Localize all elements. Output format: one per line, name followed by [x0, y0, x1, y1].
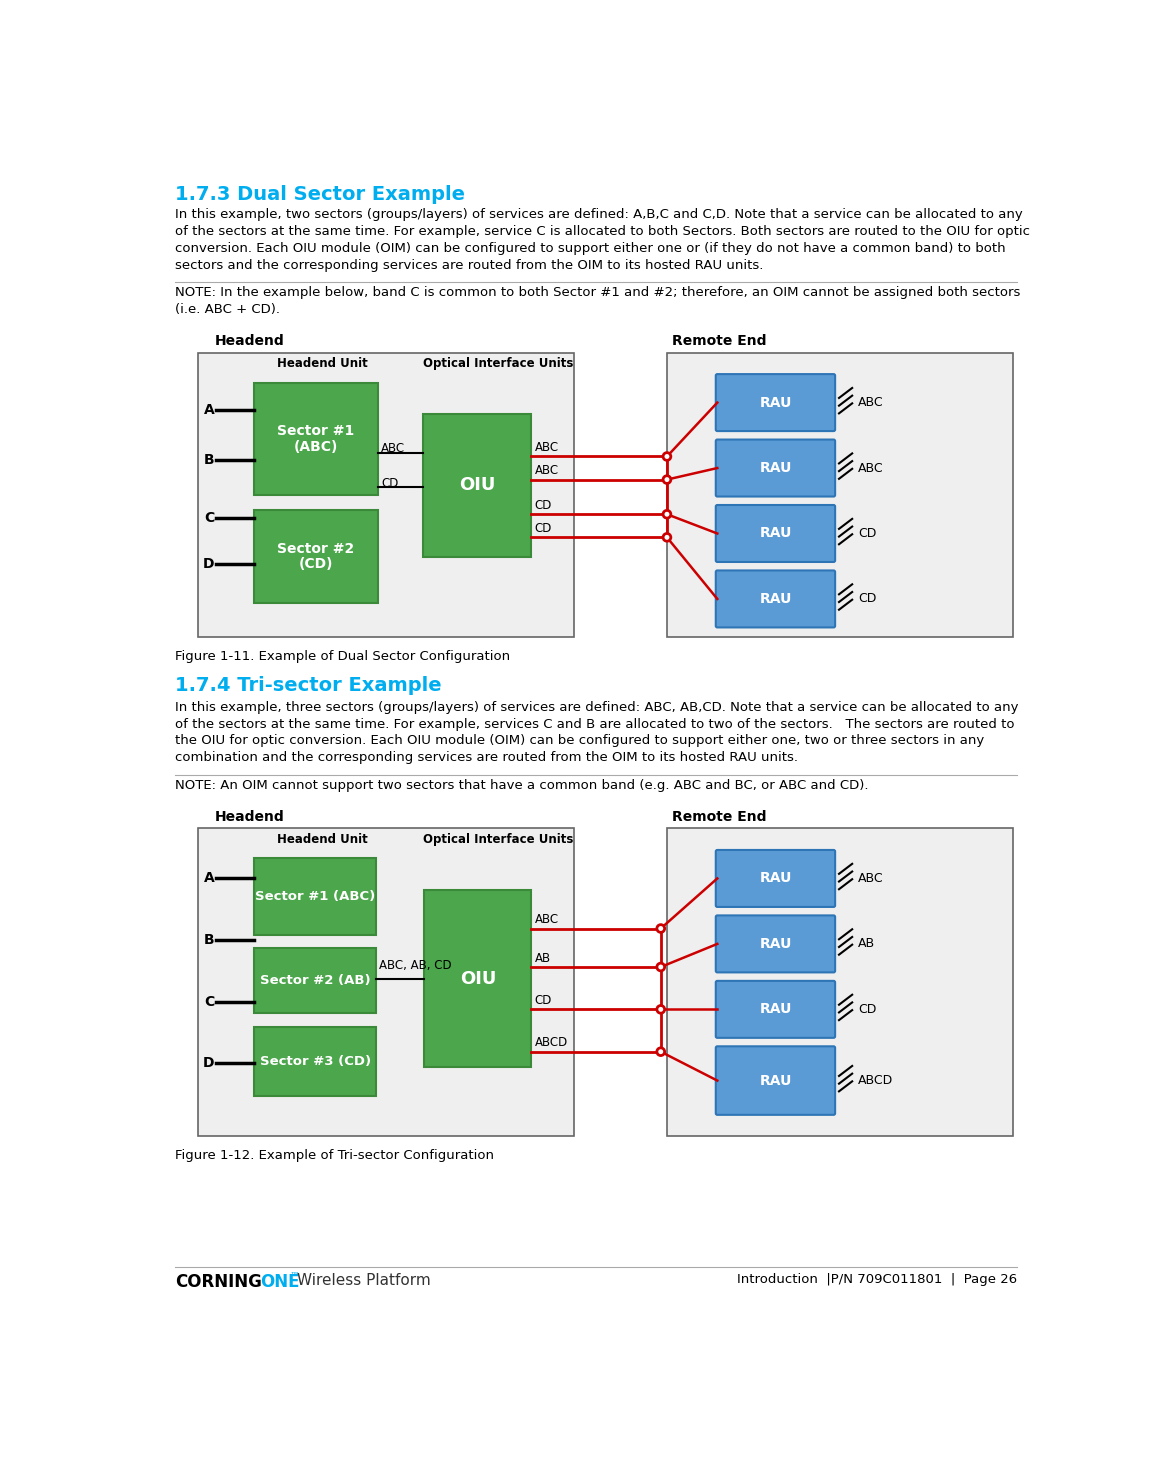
Text: RAU: RAU — [759, 1003, 792, 1016]
Text: CD: CD — [535, 522, 551, 535]
Text: Headend Unit: Headend Unit — [277, 833, 368, 846]
Text: Optical Interface Units: Optical Interface Units — [423, 833, 573, 846]
Text: RAU: RAU — [759, 396, 792, 409]
Text: Introduction  |P/N 709C011801  |  Page 26: Introduction |P/N 709C011801 | Page 26 — [737, 1273, 1018, 1287]
FancyBboxPatch shape — [715, 440, 835, 497]
Text: CD: CD — [535, 994, 551, 1007]
Text: OIU: OIU — [459, 477, 495, 494]
Text: Sector #2: Sector #2 — [277, 542, 355, 556]
FancyBboxPatch shape — [715, 374, 835, 431]
Text: OIU: OIU — [459, 969, 497, 987]
Text: combination and the corresponding services are routed from the OIM to its hosted: combination and the corresponding servic… — [174, 751, 798, 765]
Circle shape — [657, 963, 664, 971]
Text: NOTE: An OIM cannot support two sectors that have a common band (e.g. ABC and BC: NOTE: An OIM cannot support two sectors … — [174, 779, 869, 792]
Bar — [254, 1028, 377, 1096]
Text: Sector #1 (ABC): Sector #1 (ABC) — [255, 890, 376, 902]
Text: RAU: RAU — [759, 461, 792, 475]
FancyBboxPatch shape — [715, 981, 835, 1038]
Text: of the sectors at the same time. For example, service C is allocated to both Sec: of the sectors at the same time. For exa… — [174, 225, 1029, 238]
Text: RAU: RAU — [759, 592, 792, 605]
Bar — [254, 858, 377, 934]
FancyBboxPatch shape — [715, 1047, 835, 1116]
Text: RAU: RAU — [759, 1073, 792, 1088]
Text: AB: AB — [535, 952, 550, 965]
Text: B: B — [204, 933, 214, 947]
Text: In this example, three sectors (groups/layers) of services are defined: ABC, AB,: In this example, three sectors (groups/l… — [174, 700, 1019, 713]
Text: of the sectors at the same time. For example, services C and B are allocated to : of the sectors at the same time. For exa… — [174, 718, 1014, 731]
Text: RAU: RAU — [759, 526, 792, 541]
Text: RAU: RAU — [759, 871, 792, 886]
Text: ABC: ABC — [381, 442, 405, 455]
Text: ABC: ABC — [858, 396, 884, 409]
Text: NOTE: In the example below, band C is common to both Sector #1 and #2; therefore: NOTE: In the example below, band C is co… — [174, 287, 1020, 300]
Text: CD: CD — [858, 592, 877, 605]
Text: (ABC): (ABC) — [294, 440, 338, 453]
Text: ABC: ABC — [535, 465, 558, 477]
FancyBboxPatch shape — [715, 915, 835, 972]
Text: Figure 1-11. Example of Dual Sector Configuration: Figure 1-11. Example of Dual Sector Conf… — [174, 649, 509, 662]
Text: Optical Interface Units: Optical Interface Units — [423, 357, 573, 370]
Text: sectors and the corresponding services are routed from the OIM to its hosted RAU: sectors and the corresponding services a… — [174, 259, 763, 272]
Text: conversion. Each OIU module (OIM) can be configured to support either one or (if: conversion. Each OIU module (OIM) can be… — [174, 241, 1006, 254]
Text: In this example, two sectors (groups/layers) of services are defined: A,B,C and : In this example, two sectors (groups/lay… — [174, 208, 1022, 221]
Text: ™: ™ — [290, 1270, 299, 1281]
Text: Figure 1-12. Example of Tri-sector Configuration: Figure 1-12. Example of Tri-sector Confi… — [174, 1149, 494, 1162]
Text: Remote End: Remote End — [672, 333, 766, 348]
Text: Headend Unit: Headend Unit — [277, 357, 368, 370]
Text: CD: CD — [858, 526, 877, 539]
Bar — [254, 947, 377, 1013]
Bar — [254, 383, 378, 496]
Circle shape — [657, 924, 664, 933]
Circle shape — [663, 534, 671, 541]
Text: Sector #1: Sector #1 — [277, 424, 355, 439]
Text: (CD): (CD) — [299, 557, 333, 572]
Circle shape — [663, 453, 671, 461]
Circle shape — [657, 1006, 664, 1013]
Text: ABC: ABC — [858, 462, 884, 475]
Text: Sector #2 (AB): Sector #2 (AB) — [259, 974, 370, 987]
Text: ABC: ABC — [535, 442, 558, 455]
Text: 1.7.3 Dual Sector Example: 1.7.3 Dual Sector Example — [174, 184, 465, 203]
Bar — [666, 829, 1013, 1136]
Text: Wireless Platform: Wireless Platform — [298, 1273, 431, 1288]
Text: CD: CD — [535, 499, 551, 512]
Bar — [198, 352, 575, 637]
Text: RAU: RAU — [759, 937, 792, 950]
Text: Remote End: Remote End — [672, 810, 766, 825]
Text: C: C — [204, 512, 214, 525]
Text: the OIU for optic conversion. Each OIU module (OIM) can be configured to support: the OIU for optic conversion. Each OIU m… — [174, 734, 984, 747]
Text: CD: CD — [858, 1003, 877, 1016]
Text: ABCD: ABCD — [535, 1037, 568, 1050]
Text: ABC, AB, CD: ABC, AB, CD — [379, 959, 452, 972]
Circle shape — [663, 510, 671, 518]
FancyBboxPatch shape — [715, 849, 835, 906]
Text: Headend: Headend — [215, 333, 285, 348]
Text: (i.e. ABC + CD).: (i.e. ABC + CD). — [174, 303, 280, 316]
Circle shape — [663, 475, 671, 484]
Text: Sector #3 (CD): Sector #3 (CD) — [259, 1056, 371, 1069]
Bar — [198, 829, 575, 1136]
Text: A: A — [204, 404, 214, 417]
FancyBboxPatch shape — [715, 504, 835, 561]
Text: AB: AB — [858, 937, 876, 950]
Bar — [666, 352, 1013, 637]
Text: B: B — [204, 453, 214, 468]
Text: ABC: ABC — [535, 914, 558, 927]
Text: 1.7.4 Tri-sector Example: 1.7.4 Tri-sector Example — [174, 675, 442, 694]
Bar — [423, 414, 531, 557]
Text: A: A — [204, 871, 214, 886]
Text: D: D — [204, 1056, 215, 1070]
Text: ABC: ABC — [858, 871, 884, 885]
Text: Headend: Headend — [215, 810, 285, 825]
Circle shape — [657, 1048, 664, 1056]
Text: ONE: ONE — [261, 1273, 300, 1291]
Text: CD: CD — [381, 477, 399, 490]
Bar — [254, 510, 378, 602]
Text: C: C — [204, 994, 214, 1009]
Text: D: D — [204, 557, 215, 572]
Text: CORNING: CORNING — [174, 1273, 262, 1291]
FancyBboxPatch shape — [715, 570, 835, 627]
Text: ABCD: ABCD — [858, 1075, 893, 1088]
Bar — [424, 890, 531, 1067]
